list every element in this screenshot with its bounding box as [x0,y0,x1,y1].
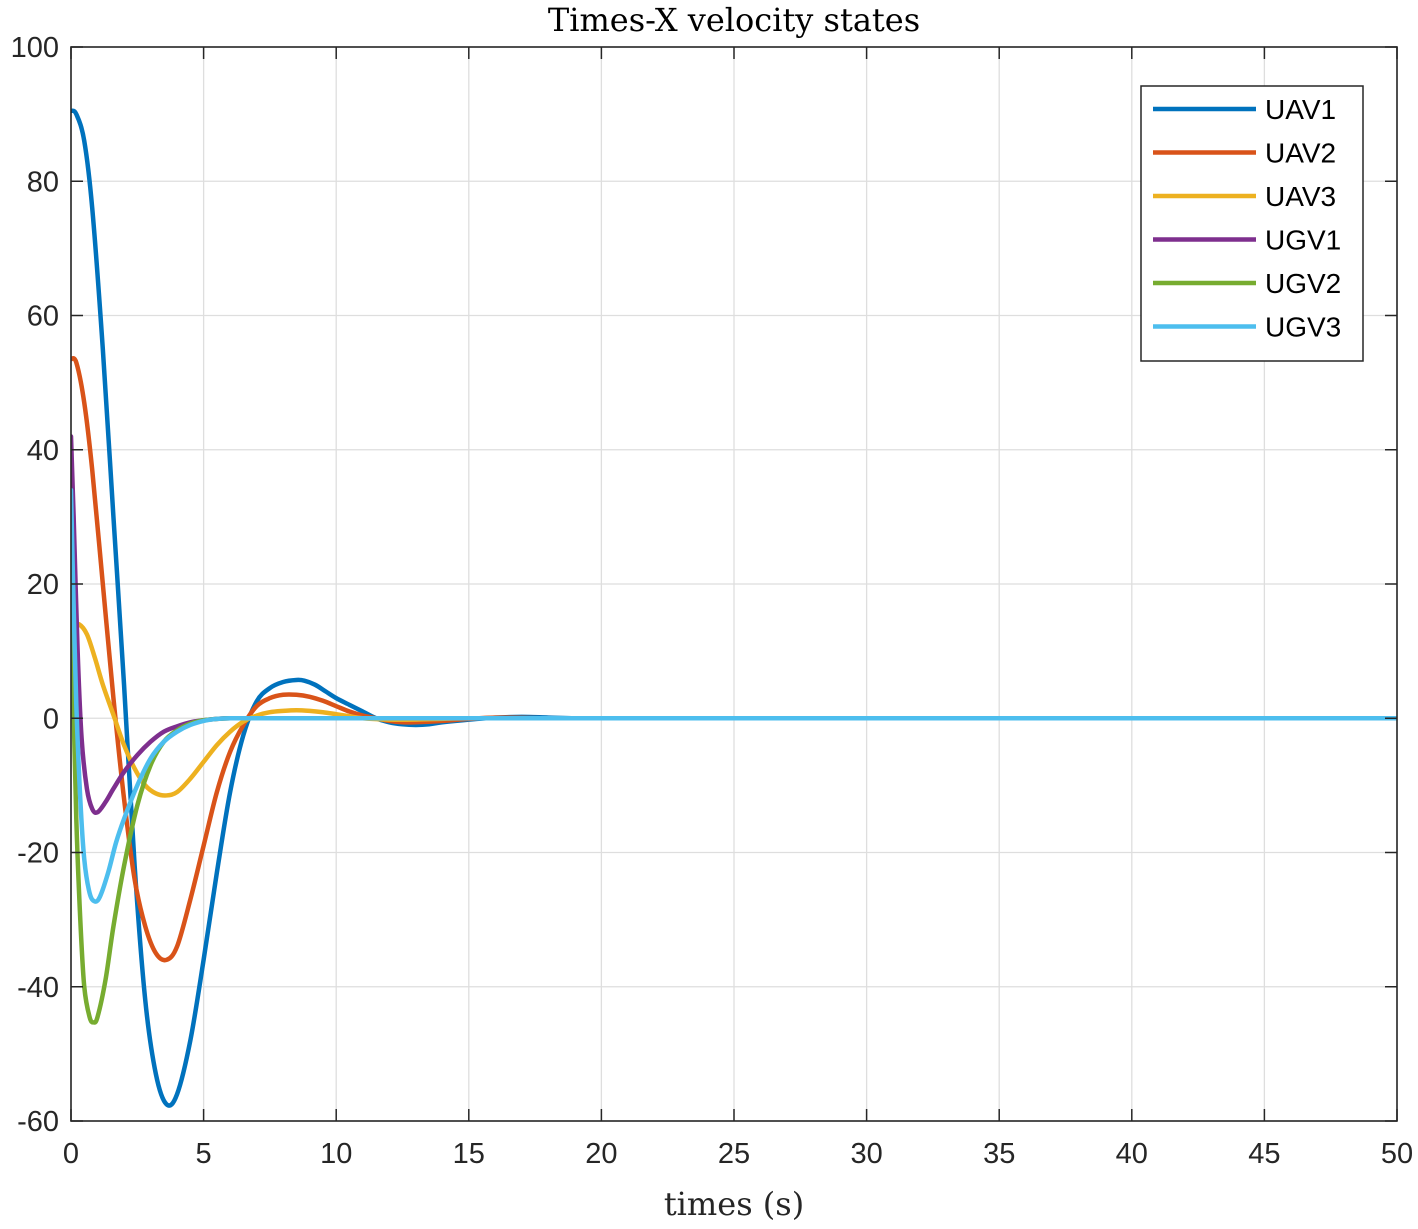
x-tick-label: 45 [1248,1138,1280,1170]
legend: UAV1 UAV2 UAV3 UGV1 UGV2 UGV3 [1140,85,1364,362]
x-tick-label: 5 [196,1138,212,1170]
y-tick-label: 100 [11,32,59,64]
y-tick-label: -60 [17,1106,59,1138]
chart-title: Times-X velocity states [548,1,920,39]
legend-label: UAV3 [1265,181,1336,212]
x-tick-label: 20 [585,1138,617,1170]
x-tick-label: 40 [1116,1138,1148,1170]
legend-label: UAV1 [1265,94,1336,125]
x-axis-label: times (s) [664,1185,804,1223]
legend-label: UGV3 [1265,312,1341,343]
y-tick-label: -40 [17,972,59,1004]
x-tick-label: 15 [453,1138,485,1170]
series-line-ugv3 [71,487,1397,904]
legend-label: UGV2 [1265,268,1341,299]
x-tick-label: 0 [63,1138,79,1170]
plot-area-border [70,46,1398,1122]
tick-labels: 0 5 10 15 20 25 30 35 40 45 50 -60 -40 -20 0 20 40 60 80 10… [11,32,1414,1170]
y-tick-label: 80 [27,166,59,198]
axes-frame [70,46,1398,1122]
legend-label: UAV2 [1265,138,1336,169]
x-tick-label: 10 [320,1138,352,1170]
legend-box [1140,85,1364,362]
x-tick-label: 35 [983,1138,1015,1170]
y-tick-label: 40 [27,435,59,467]
x-tick-label: 30 [850,1138,882,1170]
y-tick-label: 60 [27,301,59,333]
x-tick-label: 25 [718,1138,750,1170]
y-tick-label: -20 [17,838,59,870]
x-tick-label: 50 [1381,1138,1413,1170]
series-lines [71,108,1397,1108]
y-tick-label: 0 [43,703,59,735]
y-tick-label: 20 [27,569,59,601]
legend-label: UGV1 [1265,225,1341,256]
